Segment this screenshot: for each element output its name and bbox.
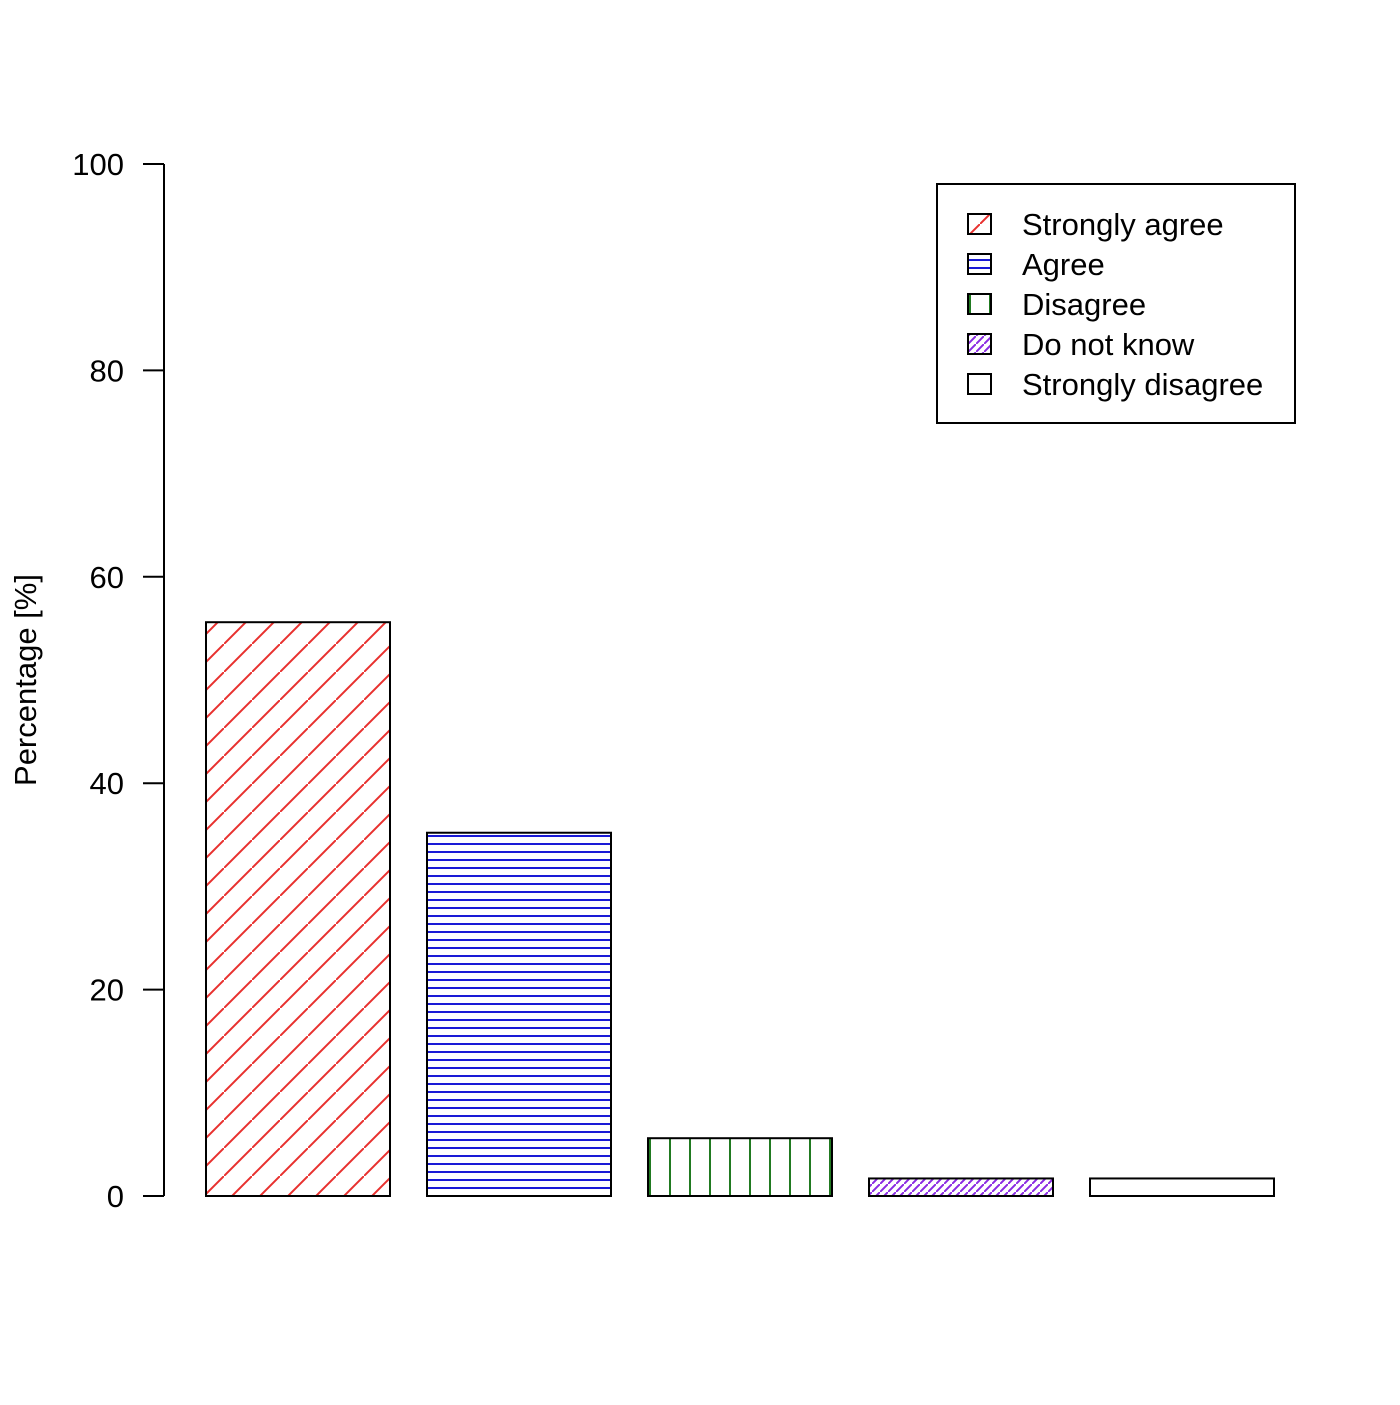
- y-tick-label: 0: [107, 1179, 124, 1214]
- legend-label: Agree: [1022, 247, 1105, 282]
- y-axis: 0 20 40 60 80 100: [72, 147, 165, 1214]
- legend-swatch: [967, 293, 992, 315]
- legend-box: [936, 183, 1296, 424]
- y-tick-label: 100: [72, 147, 124, 182]
- legend-label: Disagree: [1022, 287, 1146, 322]
- legend-label: Do not know: [1022, 327, 1195, 362]
- bar-strongly-agree: [205, 621, 391, 1197]
- bar-strongly-disagree: [1089, 1177, 1275, 1198]
- bar-disagree: [647, 1137, 833, 1198]
- y-tick-label: 60: [90, 560, 124, 595]
- bar-agree: [426, 831, 612, 1198]
- y-tick-label: 20: [90, 973, 124, 1008]
- bars-layer: [205, 621, 1275, 1198]
- legend-swatch: [967, 333, 992, 355]
- legend-swatch: [967, 253, 992, 275]
- legend-swatch: [967, 213, 992, 235]
- legend-swatch: [967, 373, 992, 395]
- y-tick-label: 40: [90, 766, 124, 801]
- bar-do-not-know: [868, 1177, 1054, 1198]
- legend: Strongly agree Agree Disagree Do not know St…: [936, 183, 1296, 424]
- y-axis-title: Percentage [%]: [8, 574, 43, 786]
- y-tick-label: 80: [90, 353, 124, 388]
- legend-label: Strongly disagree: [1022, 367, 1263, 402]
- legend-label: Strongly agree: [1022, 207, 1224, 242]
